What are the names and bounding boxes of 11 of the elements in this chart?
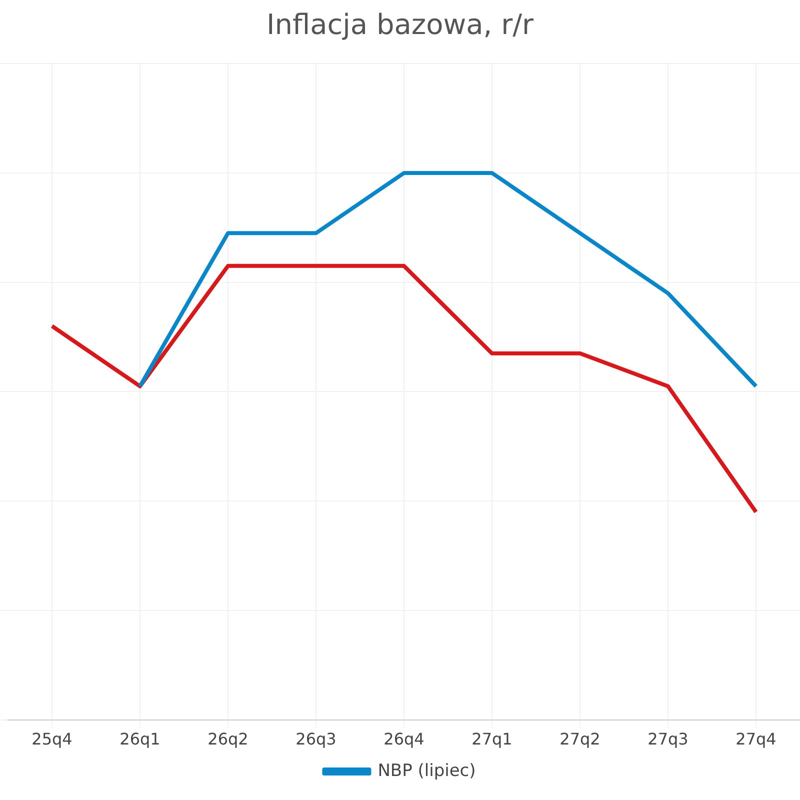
x-tick-label: 25q4 [32,730,72,749]
chart-title: Inflacja bazowa, r/r [266,8,534,42]
x-tick-label: 26q1 [120,730,160,749]
x-tick-label: 27q4 [736,730,776,749]
x-tick-label: 27q2 [560,730,600,749]
x-tick-label: 26q4 [384,730,424,749]
x-tick-label: 27q3 [648,730,688,749]
x-tick-label: 26q3 [296,730,336,749]
x-tick-label: 27q1 [472,730,512,749]
x-tick-label: 26q2 [208,730,248,749]
legend-label: NBP (lipiec) [378,760,476,781]
